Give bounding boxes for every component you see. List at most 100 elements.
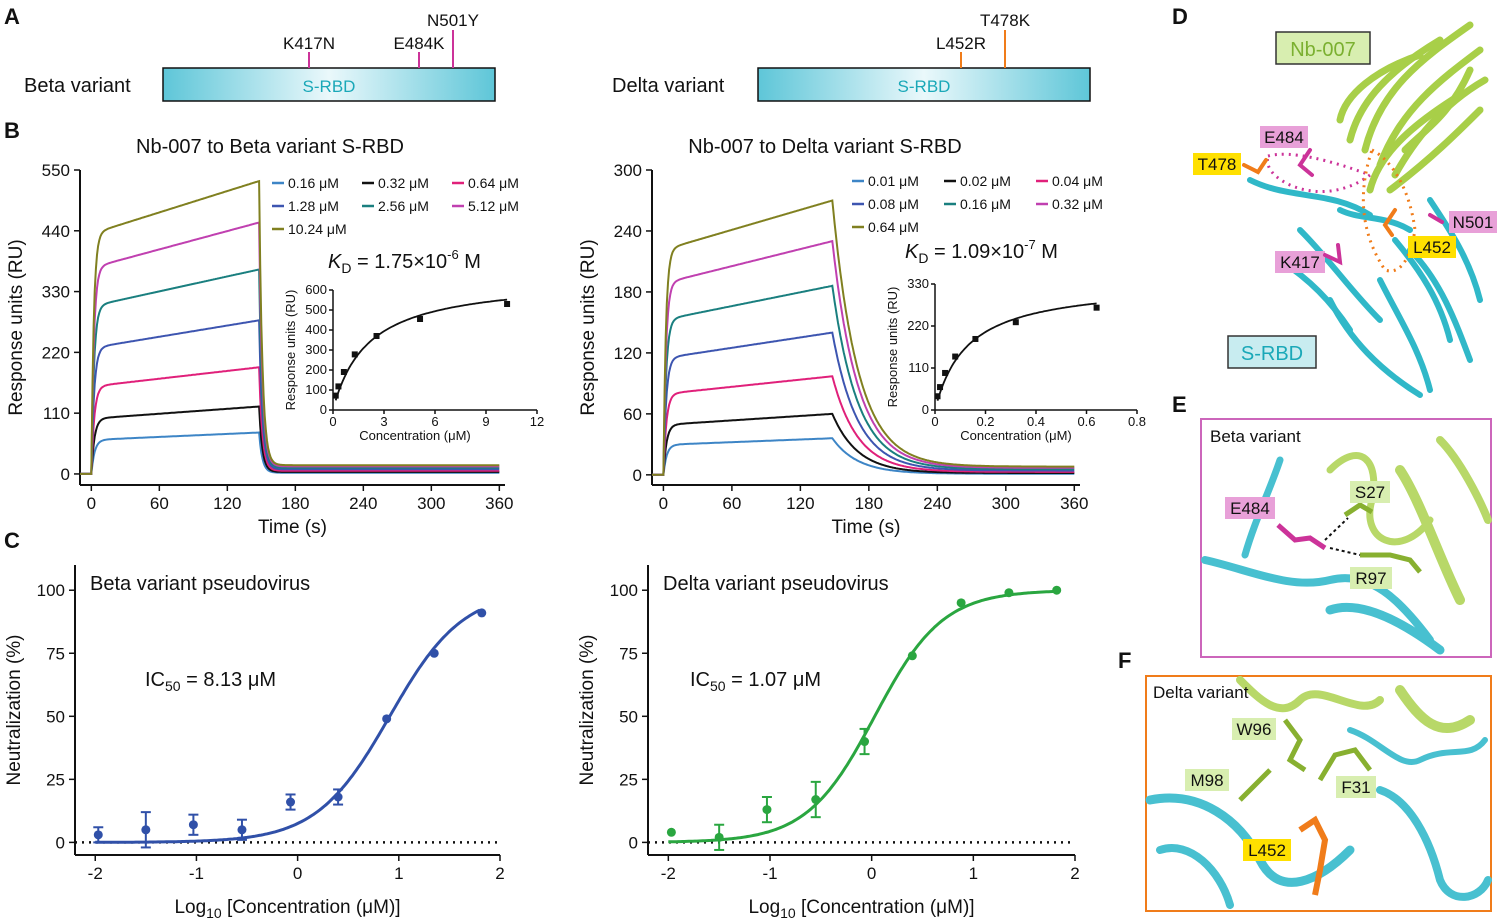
chart-neutralization-beta: -2 -1 0 1 2 0 25 50 75 100 Beta variant pseudoviru…: [4, 565, 505, 921]
neut_beta-title: Beta variant pseudovirus: [90, 573, 310, 595]
spr_delta-inset-xtick-label: 0: [931, 414, 938, 429]
spr_beta-ytick-label: 440: [42, 222, 70, 241]
neut_delta-xtick-label: 1: [969, 864, 978, 883]
tag-k417-text: K417: [1280, 253, 1320, 272]
spr_delta-kd-text: KD = 1.09×10-7 M: [905, 237, 1058, 266]
neut_delta-ytick-label: 100: [610, 581, 638, 600]
spr_beta-kd-text: KD = 1.75×10-6 M: [328, 247, 481, 276]
spr_delta-series-line: [652, 239, 1075, 476]
neut_beta-xlabel: Log10 [Concentration (μM)]: [174, 897, 400, 921]
neut_delta-ytick-label: 75: [619, 644, 638, 663]
spr_beta-series-line: [80, 179, 500, 475]
spr_delta-ytick-label: 180: [614, 283, 642, 302]
spr_beta-inset-point: [335, 383, 342, 390]
neut_beta-xtick-label: -2: [88, 864, 103, 883]
panel-a-beta: Beta variant S-RBD K417N E484K N501Y: [24, 11, 496, 102]
spr_beta-xtick-label: 240: [349, 494, 377, 513]
spr_delta-ylabel: Response units (RU): [578, 239, 599, 415]
spr_beta-ytick-label: 220: [42, 343, 70, 362]
neut_beta-xtick-label: 0: [293, 864, 302, 883]
spr_beta-series-line: [80, 221, 500, 475]
chart-spr-delta: 0 60 120 180 240 300 360 0 60 120 180 240 300 Nb-007 …: [578, 136, 1146, 538]
spr_delta-xtick-label: 60: [722, 494, 741, 513]
beta-rbd-bar: [162, 67, 496, 102]
neut_delta-xlabel: Log10 [Concentration (μM)]: [748, 897, 974, 921]
spr_beta-ylabel: Response units (RU): [6, 239, 27, 415]
spr_beta-inset-ytick-label: 200: [305, 362, 327, 377]
mut-e484k-label: E484K: [393, 34, 445, 53]
beta-variant-label: Beta variant: [24, 75, 131, 97]
delta-variant-label: Delta variant: [612, 75, 725, 97]
s-rbd-tag: [1227, 335, 1317, 369]
tag-s27-text: S27: [1355, 483, 1385, 502]
spr_beta-inset-xtick-label: 12: [530, 414, 544, 429]
chart-neutralization-delta: -2 -1 0 1 2 0 25 50 75 100 Delta variant pseudovir…: [577, 565, 1080, 921]
neut_delta-xtick-label: -2: [661, 864, 676, 883]
mut-l452r-label: L452R: [936, 34, 986, 53]
r97-stick: [1360, 552, 1422, 574]
spr_beta-xtick-label: 300: [417, 494, 445, 513]
spr_beta-xtick-label: 120: [213, 494, 241, 513]
neut_delta-data-point: [860, 737, 870, 747]
spr_beta-inset-xtick-label: 0: [329, 414, 336, 429]
spr_beta-legend-label: 5.12 μM: [468, 198, 519, 214]
spr_beta-ytick-label: 0: [61, 465, 70, 484]
s-rbd-tag-text: S-RBD: [1241, 343, 1303, 365]
neut_beta-xtick-label: 2: [495, 864, 504, 883]
spr_beta-xtick-label: 60: [150, 494, 169, 513]
mut-n501y-label: N501Y: [427, 11, 479, 30]
spr_beta-ytick-label: 110: [43, 404, 70, 423]
spr_beta-inset-xtick-label: 6: [431, 414, 438, 429]
spr_delta-inset-xtick-label: 0.6: [1077, 414, 1095, 429]
neut_beta-data-point: [429, 648, 439, 658]
spr_beta-legend-label: 0.64 μM: [468, 175, 519, 191]
spr_delta-legend-label: 0.04 μM: [1052, 173, 1103, 189]
spr_beta-series-line: [80, 268, 500, 475]
spr_delta-ytick-label: 120: [614, 344, 642, 363]
spr_beta-inset-point: [417, 316, 424, 322]
spr_delta-inset-xtick-label: 0.8: [1128, 414, 1146, 429]
tag-e-e484: [1225, 497, 1275, 519]
tag-l452: [1408, 236, 1456, 258]
spr_delta-inset-point: [952, 353, 959, 360]
mut-k417n-label: K417N: [283, 34, 335, 53]
panel-label-f: F: [1118, 648, 1131, 673]
neut_delta-data-point: [907, 651, 917, 661]
spr_beta-legend-label: 1.28 μM: [288, 198, 339, 214]
nb-ribbon: [1336, 21, 1489, 194]
neut_beta-data-point: [382, 714, 392, 724]
spr_delta-legend-label: 0.08 μM: [868, 196, 919, 212]
spr_beta-inset-point: [351, 351, 358, 358]
spr_delta-xlabel: Time (s): [832, 517, 901, 538]
neut_beta-ytick-label: 50: [46, 707, 65, 726]
spr_beta-inset-xtick-label: 9: [482, 414, 489, 429]
panel-label-d: D: [1172, 4, 1188, 29]
spr_delta-ytick-label: 300: [614, 161, 642, 180]
spr_beta-xtick-label: 0: [87, 494, 96, 513]
delta-rbd-bar: [757, 67, 1091, 102]
panel-f-title: Delta variant: [1153, 683, 1249, 702]
spr_delta-legend-label: 0.01 μM: [868, 173, 919, 189]
tag-m98: [1185, 769, 1229, 791]
tag-m98-text: M98: [1190, 771, 1223, 790]
neut_beta-data-point: [237, 825, 247, 835]
neut_delta-data-point: [1004, 588, 1014, 598]
tag-e484-text: E484: [1264, 128, 1304, 147]
spr_beta-xtick-label: 180: [281, 494, 309, 513]
spr_beta-inset-xtick-label: 3: [380, 414, 387, 429]
spr_delta-ytick-label: 240: [614, 222, 642, 241]
neut_beta-data-point: [141, 825, 151, 835]
panel-label-c: C: [4, 528, 20, 553]
spr_delta-inset: 0 0.2 0.4 0.6 0.8 0 110 220 330 Concentration (μM…: [885, 276, 1146, 443]
neut_delta-title: Delta variant pseudovirus: [663, 573, 889, 595]
neut_delta-data-point: [762, 805, 772, 815]
neut_beta-xtick-label: -1: [189, 864, 204, 883]
h-bonds: [1324, 517, 1361, 556]
spr_beta-title: Nb-007 to Beta variant S-RBD: [136, 136, 404, 158]
spr_beta-inset-ytick-label: 500: [305, 302, 327, 317]
nb-007-tag: [1275, 31, 1371, 65]
spr_beta-inset-ytick-label: 400: [305, 322, 327, 337]
m98-stick: [1238, 768, 1272, 802]
neut_beta-ytick-label: 0: [56, 833, 65, 852]
